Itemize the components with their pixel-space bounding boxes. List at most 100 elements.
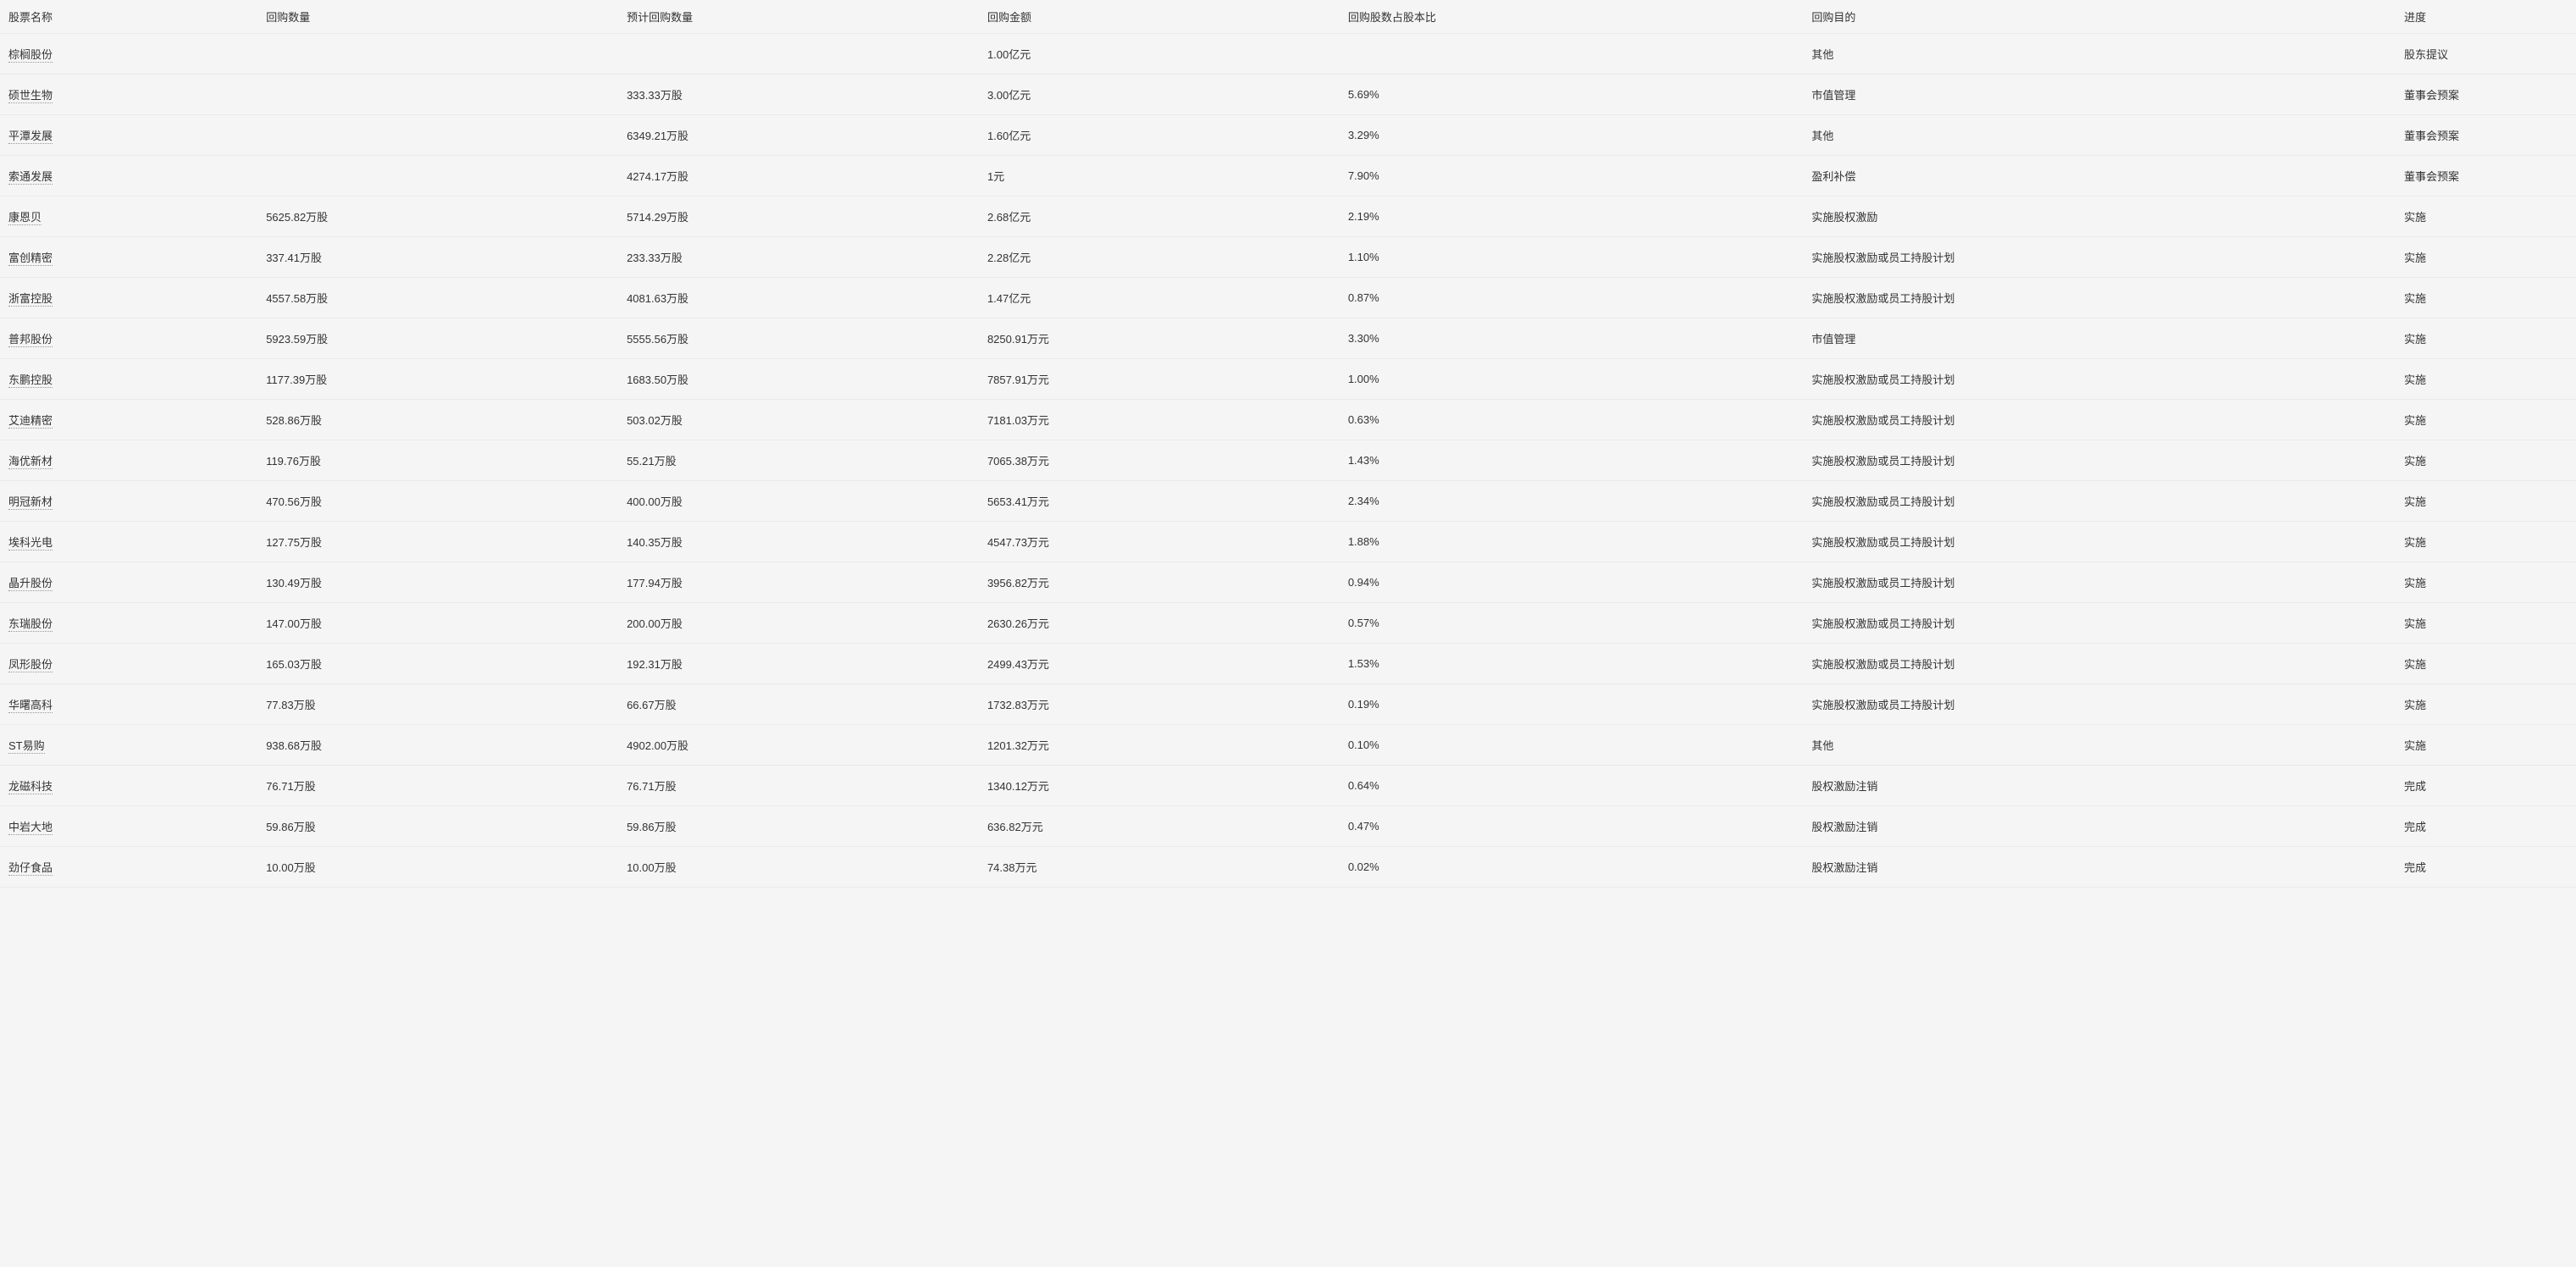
stock-link[interactable]: 华曙高科 bbox=[8, 699, 53, 713]
col-header-est-qty[interactable]: 预计回购数量 bbox=[618, 0, 979, 34]
cell-progress: 股东提议 bbox=[2396, 34, 2576, 75]
cell-qty bbox=[257, 34, 618, 75]
col-header-progress[interactable]: 进度 bbox=[2396, 0, 2576, 34]
table-row: 明冠新材470.56万股400.00万股5653.41万元2.34%实施股权激励… bbox=[0, 481, 2576, 522]
cell-estQty: 66.67万股 bbox=[618, 684, 979, 725]
cell-purpose: 实施股权激励 bbox=[1803, 196, 2396, 237]
stock-link[interactable]: ST易购 bbox=[8, 739, 45, 754]
cell-purpose: 实施股权激励或员工持股计划 bbox=[1803, 400, 2396, 440]
table-row: 埃科光电127.75万股140.35万股4547.73万元1.88%实施股权激励… bbox=[0, 522, 2576, 562]
cell-stock-name: 硕世生物 bbox=[0, 75, 257, 115]
cell-progress: 实施 bbox=[2396, 440, 2576, 481]
cell-qty: 5625.82万股 bbox=[257, 196, 618, 237]
stock-link[interactable]: 龙磁科技 bbox=[8, 780, 53, 794]
cell-amount: 74.38万元 bbox=[979, 847, 1340, 888]
cell-purpose: 盈利补偿 bbox=[1803, 156, 2396, 196]
cell-purpose: 实施股权激励或员工持股计划 bbox=[1803, 522, 2396, 562]
table-row: 中岩大地59.86万股59.86万股636.82万元0.47%股权激励注销完成 bbox=[0, 806, 2576, 847]
cell-qty: 127.75万股 bbox=[257, 522, 618, 562]
cell-qty: 337.41万股 bbox=[257, 237, 618, 278]
cell-stock-name: 东瑞股份 bbox=[0, 603, 257, 644]
cell-ratio: 1.53% bbox=[1340, 644, 1804, 684]
stock-link[interactable]: 棕榈股份 bbox=[8, 48, 53, 63]
cell-stock-name: 龙磁科技 bbox=[0, 766, 257, 806]
stock-link[interactable]: 硕世生物 bbox=[8, 89, 53, 103]
stock-link[interactable]: 海优新材 bbox=[8, 455, 53, 469]
cell-stock-name: 康恩贝 bbox=[0, 196, 257, 237]
stock-link[interactable]: 东瑞股份 bbox=[8, 617, 53, 632]
cell-qty: 76.71万股 bbox=[257, 766, 618, 806]
stock-link[interactable]: 凤形股份 bbox=[8, 658, 53, 672]
cell-ratio: 1.10% bbox=[1340, 237, 1804, 278]
table-row: 东瑞股份147.00万股200.00万股2630.26万元0.57%实施股权激励… bbox=[0, 603, 2576, 644]
cell-purpose: 实施股权激励或员工持股计划 bbox=[1803, 644, 2396, 684]
stock-link[interactable]: 明冠新材 bbox=[8, 495, 53, 510]
table-row: 硕世生物333.33万股3.00亿元5.69%市值管理董事会预案 bbox=[0, 75, 2576, 115]
table-body: 棕榈股份1.00亿元其他股东提议硕世生物333.33万股3.00亿元5.69%市… bbox=[0, 34, 2576, 888]
cell-purpose: 实施股权激励或员工持股计划 bbox=[1803, 603, 2396, 644]
cell-progress: 董事会预案 bbox=[2396, 115, 2576, 156]
cell-amount: 636.82万元 bbox=[979, 806, 1340, 847]
stock-link[interactable]: 浙富控股 bbox=[8, 292, 53, 307]
cell-estQty: 4081.63万股 bbox=[618, 278, 979, 318]
col-header-purpose[interactable]: 回购目的 bbox=[1803, 0, 2396, 34]
cell-stock-name: 富创精密 bbox=[0, 237, 257, 278]
cell-estQty: 177.94万股 bbox=[618, 562, 979, 603]
cell-progress: 实施 bbox=[2396, 359, 2576, 400]
cell-estQty: 76.71万股 bbox=[618, 766, 979, 806]
buyback-table-container: 股票名称 回购数量 预计回购数量 回购金额 回购股数占股本比 回购目的 进度 棕… bbox=[0, 0, 2576, 888]
table-row: 劲仔食品10.00万股10.00万股74.38万元0.02%股权激励注销完成 bbox=[0, 847, 2576, 888]
col-header-amount[interactable]: 回购金额 bbox=[979, 0, 1340, 34]
cell-estQty: 5555.56万股 bbox=[618, 318, 979, 359]
table-row: 棕榈股份1.00亿元其他股东提议 bbox=[0, 34, 2576, 75]
stock-link[interactable]: 东鹏控股 bbox=[8, 373, 53, 388]
stock-link[interactable]: 索通发展 bbox=[8, 170, 53, 185]
cell-progress: 完成 bbox=[2396, 847, 2576, 888]
cell-amount: 7857.91万元 bbox=[979, 359, 1340, 400]
cell-qty: 147.00万股 bbox=[257, 603, 618, 644]
stock-link[interactable]: 晶升股份 bbox=[8, 577, 53, 591]
cell-stock-name: 海优新材 bbox=[0, 440, 257, 481]
table-row: 东鹏控股1177.39万股1683.50万股7857.91万元1.00%实施股权… bbox=[0, 359, 2576, 400]
cell-purpose: 实施股权激励或员工持股计划 bbox=[1803, 481, 2396, 522]
cell-amount: 7065.38万元 bbox=[979, 440, 1340, 481]
cell-amount: 2.68亿元 bbox=[979, 196, 1340, 237]
cell-ratio: 0.87% bbox=[1340, 278, 1804, 318]
cell-qty: 938.68万股 bbox=[257, 725, 618, 766]
stock-link[interactable]: 埃科光电 bbox=[8, 536, 53, 551]
stock-link[interactable]: 平潭发展 bbox=[8, 130, 53, 144]
col-header-name[interactable]: 股票名称 bbox=[0, 0, 257, 34]
table-row: 平潭发展6349.21万股1.60亿元3.29%其他董事会预案 bbox=[0, 115, 2576, 156]
cell-qty bbox=[257, 115, 618, 156]
cell-amount: 1元 bbox=[979, 156, 1340, 196]
stock-link[interactable]: 普邦股份 bbox=[8, 333, 53, 347]
cell-qty: 10.00万股 bbox=[257, 847, 618, 888]
cell-qty: 1177.39万股 bbox=[257, 359, 618, 400]
stock-link[interactable]: 富创精密 bbox=[8, 252, 53, 266]
col-header-qty[interactable]: 回购数量 bbox=[257, 0, 618, 34]
stock-link[interactable]: 劲仔食品 bbox=[8, 861, 53, 876]
table-row: 晶升股份130.49万股177.94万股3956.82万元0.94%实施股权激励… bbox=[0, 562, 2576, 603]
cell-purpose: 实施股权激励或员工持股计划 bbox=[1803, 237, 2396, 278]
table-row: 龙磁科技76.71万股76.71万股1340.12万元0.64%股权激励注销完成 bbox=[0, 766, 2576, 806]
col-header-ratio[interactable]: 回购股数占股本比 bbox=[1340, 0, 1804, 34]
stock-link[interactable]: 艾迪精密 bbox=[8, 414, 53, 429]
cell-estQty: 59.86万股 bbox=[618, 806, 979, 847]
cell-ratio: 3.30% bbox=[1340, 318, 1804, 359]
cell-purpose: 其他 bbox=[1803, 34, 2396, 75]
cell-ratio: 0.64% bbox=[1340, 766, 1804, 806]
cell-purpose: 实施股权激励或员工持股计划 bbox=[1803, 359, 2396, 400]
cell-ratio bbox=[1340, 34, 1804, 75]
stock-link[interactable]: 康恩贝 bbox=[8, 211, 41, 225]
table-row: 康恩贝5625.82万股5714.29万股2.68亿元2.19%实施股权激励实施 bbox=[0, 196, 2576, 237]
cell-purpose: 其他 bbox=[1803, 725, 2396, 766]
cell-ratio: 7.90% bbox=[1340, 156, 1804, 196]
stock-link[interactable]: 中岩大地 bbox=[8, 821, 53, 835]
cell-progress: 实施 bbox=[2396, 562, 2576, 603]
cell-purpose: 市值管理 bbox=[1803, 318, 2396, 359]
cell-ratio: 0.10% bbox=[1340, 725, 1804, 766]
cell-ratio: 1.43% bbox=[1340, 440, 1804, 481]
cell-stock-name: 华曙高科 bbox=[0, 684, 257, 725]
table-header-row: 股票名称 回购数量 预计回购数量 回购金额 回购股数占股本比 回购目的 进度 bbox=[0, 0, 2576, 34]
cell-progress: 实施 bbox=[2396, 318, 2576, 359]
